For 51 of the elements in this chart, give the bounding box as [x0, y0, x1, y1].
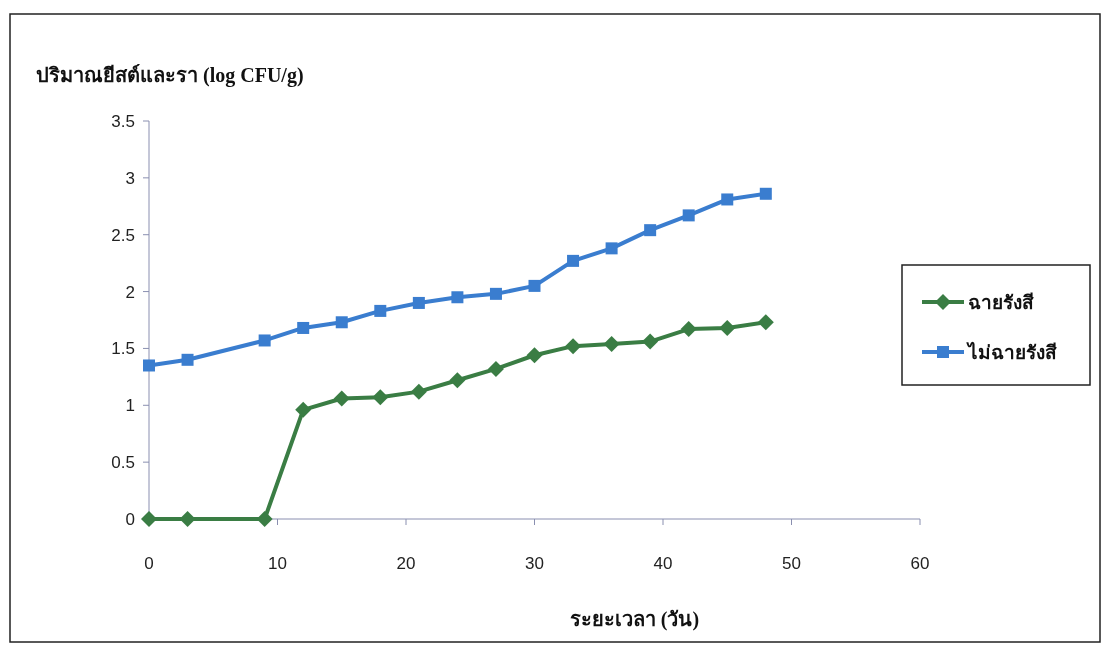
x-tick-label: 40 — [653, 554, 673, 573]
point — [526, 347, 543, 364]
point — [449, 372, 466, 389]
point — [333, 390, 350, 407]
point — [297, 321, 310, 334]
point — [372, 389, 389, 406]
point — [335, 316, 348, 329]
y-tick-label: 3 — [125, 168, 135, 188]
point — [412, 296, 425, 309]
point — [181, 353, 194, 366]
point — [410, 383, 427, 400]
point — [179, 511, 196, 527]
point — [682, 209, 695, 222]
point — [721, 193, 734, 206]
legend-label: ฉายรังสี — [968, 292, 1034, 313]
y-tick-label: 2.5 — [111, 225, 135, 245]
x-tick-label: 60 — [910, 554, 930, 573]
x-tick-label: 50 — [782, 554, 801, 573]
point — [489, 287, 502, 300]
point — [757, 314, 774, 331]
point — [258, 334, 271, 347]
point — [759, 187, 772, 200]
point — [256, 511, 273, 527]
point — [719, 319, 736, 336]
y-tick-label: 0.5 — [111, 453, 135, 473]
y-tick-label: 0 — [125, 510, 135, 529]
y-tick-label: 1 — [125, 396, 135, 416]
x-axis-title: ระยะเวลา (วัน) — [569, 608, 700, 631]
point — [680, 321, 697, 338]
point — [565, 338, 582, 355]
point — [567, 254, 580, 267]
point — [141, 511, 157, 527]
point — [451, 291, 464, 304]
x-tick-label: 0 — [144, 554, 154, 573]
y-tick-label: 1.5 — [111, 339, 135, 359]
point — [143, 359, 155, 372]
x-tick-label: 20 — [396, 554, 416, 573]
point — [603, 335, 620, 352]
legend-label: ไม่ฉายรังสี — [966, 341, 1057, 363]
point — [487, 360, 504, 377]
y-axis-title: ปริมาณยีสต์และรา (log CFU/g) — [36, 64, 304, 87]
point — [528, 279, 541, 292]
point — [644, 224, 657, 237]
point — [295, 401, 312, 418]
y-tick-label: 2 — [125, 282, 135, 302]
x-tick-label: 30 — [525, 554, 544, 573]
point — [642, 333, 659, 350]
point — [374, 304, 387, 317]
y-tick-label: 3.5 — [111, 112, 135, 131]
x-tick-label: 10 — [268, 554, 287, 573]
point — [605, 242, 618, 255]
